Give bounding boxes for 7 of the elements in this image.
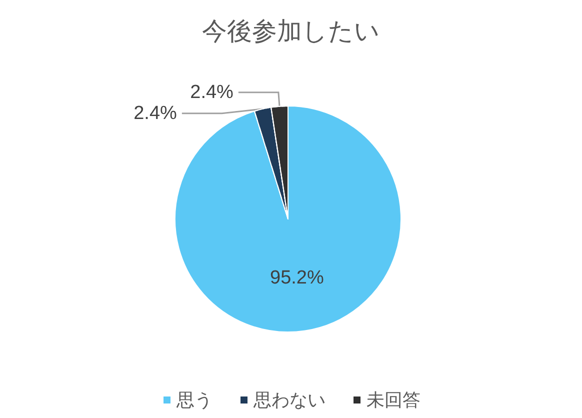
legend-label: 未回答 — [366, 390, 420, 410]
chart-title: 今後参加したい — [202, 18, 380, 46]
legend-label: 思う — [176, 390, 212, 410]
data-label: 2.4% — [134, 102, 178, 124]
data-label: 2.4% — [190, 82, 234, 103]
legend-label: 思わない — [252, 390, 326, 410]
data-label: 95.2% — [270, 267, 324, 288]
